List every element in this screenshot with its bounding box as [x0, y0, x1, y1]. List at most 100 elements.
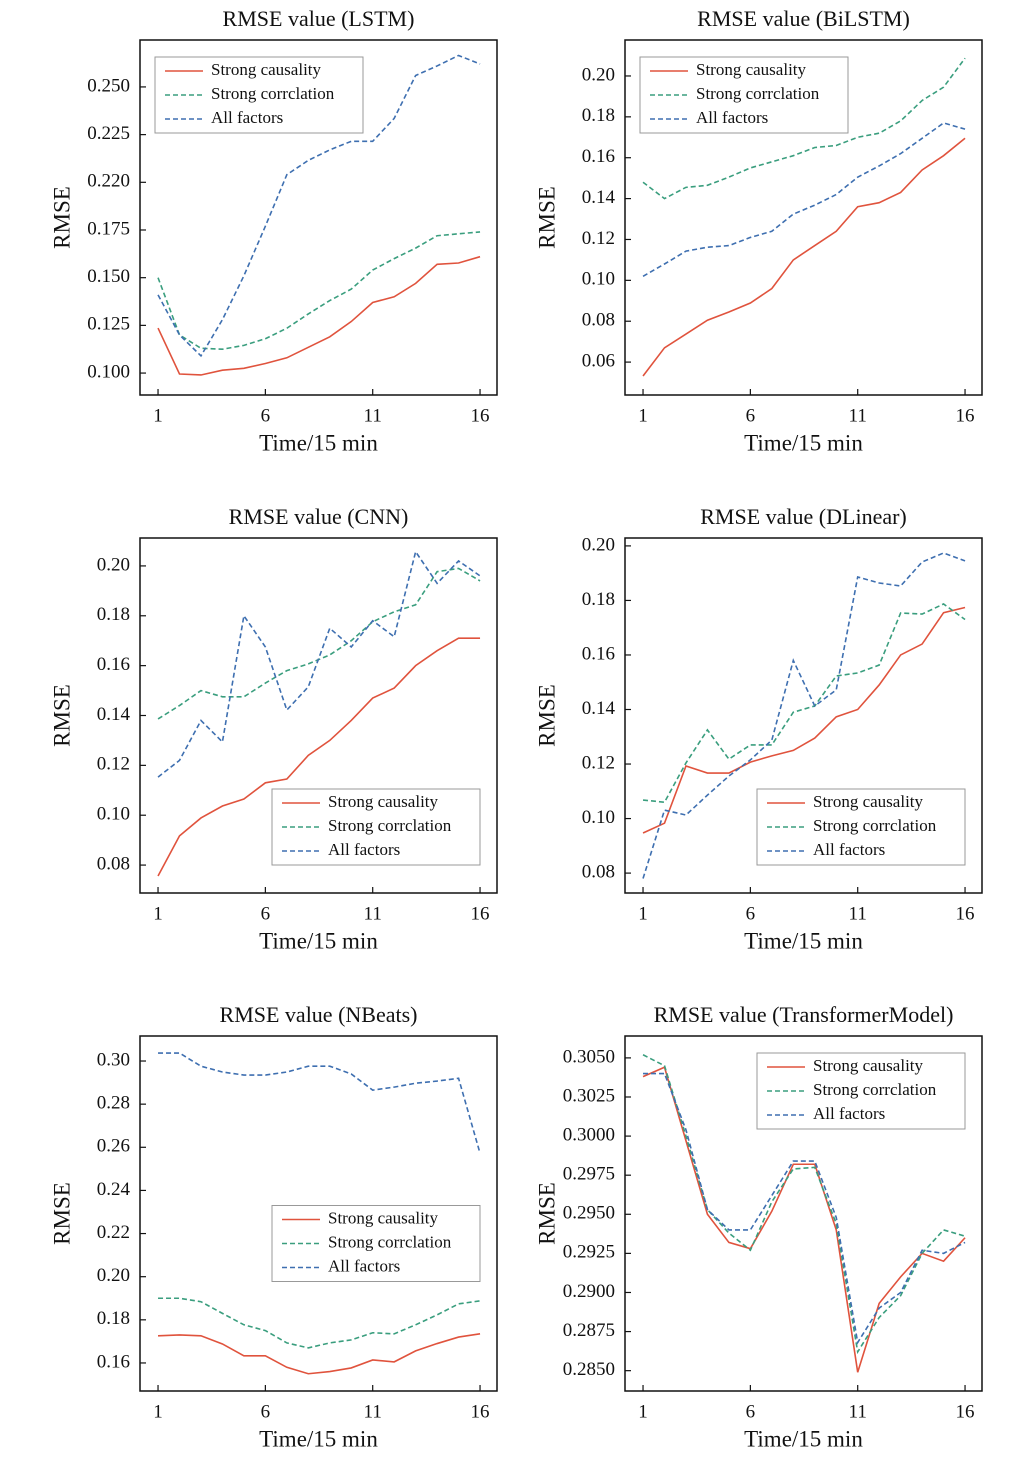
y-tick-label: 0.2875 [563, 1320, 615, 1341]
y-tick-label: 0.2850 [563, 1359, 615, 1380]
x-tick-label: 16 [471, 1401, 490, 1422]
x-tick-label: 1 [638, 1401, 648, 1422]
x-tick-label: 11 [364, 1401, 382, 1422]
y-tick-label: 0.12 [582, 752, 615, 773]
series-line [642, 1054, 966, 1355]
x-axis-label: Time/15 min [744, 1426, 863, 1451]
chart-title: RMSE value (TransformerModel) [654, 1002, 954, 1027]
series-line [642, 122, 966, 277]
y-tick-label: 0.10 [582, 807, 615, 828]
y-tick-label: 0.12 [97, 754, 130, 775]
x-tick-label: 6 [261, 405, 271, 426]
y-tick-label: 0.175 [87, 218, 130, 239]
series-line [157, 255, 481, 376]
legend-label: All factors [696, 108, 768, 127]
y-tick-label: 0.16 [582, 643, 615, 664]
y-tick-label: 0.2925 [563, 1242, 615, 1263]
y-tick-label: 0.2975 [563, 1164, 615, 1185]
x-tick-label: 16 [956, 405, 975, 426]
y-tick-label: 0.26 [97, 1136, 130, 1157]
y-tick-label: 0.08 [582, 861, 615, 882]
legend-label: Strong causality [813, 792, 924, 811]
legend-label: Strong corrclation [211, 84, 335, 103]
y-tick-label: 0.2950 [563, 1203, 615, 1224]
y-axis-label: RMSE [49, 684, 74, 747]
y-tick-label: 0.06 [582, 350, 615, 371]
y-tick-label: 0.225 [87, 123, 130, 144]
series-line [157, 54, 481, 358]
legend-label: All factors [211, 108, 283, 127]
plot-frame [624, 1035, 983, 1392]
y-tick-label: 0.220 [87, 171, 130, 192]
y-tick-label: 0.16 [582, 146, 615, 167]
y-tick-label: 0.24 [97, 1179, 131, 1200]
y-tick-label: 0.3025 [563, 1085, 615, 1106]
x-axis-label: Time/15 min [744, 928, 863, 953]
y-tick-label: 0.08 [582, 310, 615, 331]
y-tick-label: 0.10 [582, 269, 615, 290]
y-tick-label: 0.3000 [563, 1124, 615, 1145]
y-tick-label: 0.22 [97, 1222, 130, 1243]
y-axis-label: RMSE [49, 1182, 74, 1245]
x-tick-label: 11 [849, 903, 867, 924]
chart-title: RMSE value (CNN) [229, 504, 409, 529]
chart-title: RMSE value (DLinear) [700, 504, 907, 529]
plot-frame [139, 39, 498, 396]
y-tick-label: 0.20 [582, 64, 615, 85]
y-tick-label: 0.18 [97, 604, 130, 625]
series-line [157, 637, 481, 877]
y-tick-label: 0.100 [87, 361, 130, 382]
x-tick-label: 1 [153, 903, 163, 924]
legend-label: Strong corrclation [813, 1080, 937, 1099]
y-tick-label: 0.14 [97, 704, 131, 725]
x-tick-label: 1 [153, 1401, 163, 1422]
legend-label: All factors [813, 840, 885, 859]
y-tick-label: 0.18 [582, 589, 615, 610]
legend-label: Strong corrclation [813, 816, 937, 835]
y-tick-label: 0.16 [97, 1351, 130, 1372]
legend-label: Strong corrclation [696, 84, 820, 103]
x-tick-label: 11 [849, 1401, 867, 1422]
y-tick-label: 0.28 [97, 1093, 130, 1114]
plot-frame [624, 537, 983, 894]
x-tick-label: 16 [956, 903, 975, 924]
y-tick-label: 0.125 [87, 314, 130, 335]
x-tick-label: 6 [746, 1401, 756, 1422]
series-line [157, 549, 481, 778]
series-line [642, 1066, 966, 1373]
x-tick-label: 16 [471, 405, 490, 426]
x-axis-label: Time/15 min [259, 928, 378, 953]
y-axis-label: RMSE [534, 684, 559, 747]
y-tick-label: 0.150 [87, 266, 130, 287]
x-tick-label: 11 [364, 903, 382, 924]
x-tick-label: 6 [746, 405, 756, 426]
legend-label: Strong causality [328, 1208, 439, 1227]
y-axis-label: RMSE [534, 186, 559, 249]
legend-label: All factors [328, 840, 400, 859]
legend-label: Strong causality [211, 60, 322, 79]
series-line [642, 606, 966, 834]
y-tick-label: 0.20 [582, 534, 615, 555]
y-tick-label: 0.30 [97, 1049, 130, 1070]
x-tick-label: 1 [638, 405, 648, 426]
plot-frame [624, 39, 983, 396]
legend-label: Strong corrclation [328, 1232, 452, 1251]
y-tick-label: 0.14 [582, 187, 616, 208]
x-tick-label: 6 [261, 1401, 271, 1422]
y-tick-label: 0.14 [582, 698, 616, 719]
y-axis-label: RMSE [49, 186, 74, 249]
y-tick-label: 0.20 [97, 554, 130, 575]
x-tick-label: 1 [153, 405, 163, 426]
series-line [158, 1297, 481, 1349]
x-tick-label: 16 [471, 903, 490, 924]
series-line [642, 57, 966, 200]
x-tick-label: 1 [638, 903, 648, 924]
series-line [157, 1333, 481, 1375]
legend-label: All factors [328, 1256, 400, 1275]
series-line [158, 1052, 481, 1154]
chart-title: RMSE value (LSTM) [223, 6, 415, 31]
y-tick-label: 0.18 [582, 105, 615, 126]
legend-label: All factors [813, 1104, 885, 1123]
y-tick-label: 0.18 [97, 1308, 130, 1329]
y-tick-label: 0.2900 [563, 1281, 615, 1302]
